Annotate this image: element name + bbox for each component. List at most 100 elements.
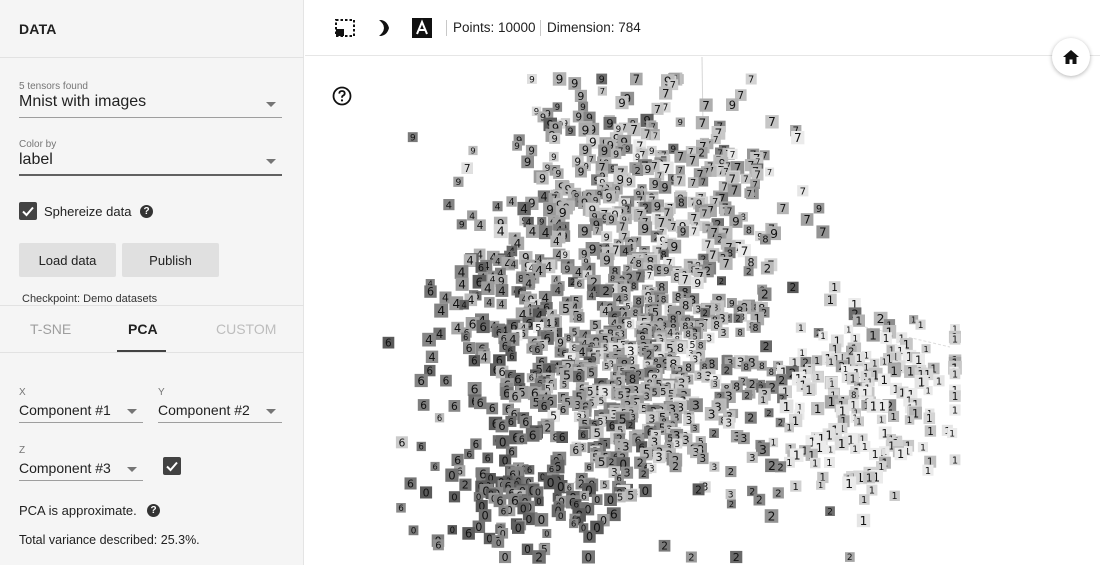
digit-thumbnail[interactable]: 1 — [869, 447, 882, 461]
digit-thumbnail[interactable]: 5 — [533, 322, 544, 334]
digit-thumbnail[interactable]: 2 — [772, 487, 784, 500]
tab-tsne[interactable]: T-SNE — [30, 321, 72, 337]
digit-thumbnail[interactable]: 9 — [667, 239, 682, 254]
digit-thumbnail[interactable]: 6 — [451, 453, 464, 467]
digit-thumbnail[interactable]: 6 — [499, 340, 511, 354]
digit-thumbnail[interactable]: 2 — [747, 485, 758, 498]
digit-thumbnail[interactable]: 4 — [487, 274, 498, 286]
digit-thumbnail[interactable]: 0 — [485, 473, 496, 485]
digit-thumbnail[interactable]: 7 — [723, 161, 733, 171]
digit-thumbnail[interactable]: 6 — [559, 348, 569, 358]
digit-thumbnail[interactable]: 3 — [670, 411, 682, 425]
digit-thumbnail[interactable]: 4 — [492, 201, 503, 213]
digit-thumbnail[interactable]: 0 — [554, 480, 568, 494]
digit-thumbnail[interactable]: 5 — [542, 383, 554, 395]
digit-thumbnail[interactable]: 2 — [575, 477, 588, 491]
digit-thumbnail[interactable]: 1 — [950, 324, 960, 335]
digit-thumbnail[interactable]: 2 — [775, 418, 786, 428]
digit-thumbnail[interactable]: 1 — [889, 490, 900, 503]
digit-thumbnail[interactable]: 0 — [591, 494, 603, 506]
digit-thumbnail[interactable]: 9 — [726, 98, 739, 112]
digit-thumbnail[interactable]: 3 — [694, 370, 705, 382]
digit-thumbnail[interactable]: 1 — [866, 484, 878, 497]
digit-thumbnail[interactable]: 0 — [473, 492, 484, 503]
digit-thumbnail[interactable]: 3 — [572, 399, 584, 413]
digit-thumbnail[interactable]: 6 — [505, 446, 518, 459]
digit-thumbnail[interactable]: 4 — [599, 305, 612, 318]
digit-thumbnail[interactable]: 6 — [614, 474, 624, 484]
digit-thumbnail[interactable]: 8 — [564, 333, 574, 343]
digit-thumbnail[interactable]: 7 — [727, 183, 742, 198]
digit-thumbnail[interactable]: 6 — [578, 490, 589, 503]
digit-thumbnail[interactable]: 6 — [524, 465, 535, 476]
digit-thumbnail[interactable]: 1 — [915, 319, 926, 331]
digit-thumbnail[interactable]: 6 — [578, 429, 589, 441]
y-component-select[interactable]: Component #2 — [158, 401, 282, 423]
digit-thumbnail[interactable]: 9 — [649, 177, 662, 191]
digit-thumbnail[interactable]: 7 — [698, 207, 710, 220]
digit-thumbnail[interactable]: 0 — [517, 502, 530, 515]
digit-thumbnail[interactable]: 1 — [850, 333, 861, 345]
z-enabled-checkbox[interactable] — [163, 457, 181, 475]
digit-thumbnail[interactable]: 7 — [753, 157, 763, 167]
digit-thumbnail[interactable]: 1 — [795, 322, 806, 335]
digit-thumbnail[interactable]: 6 — [516, 433, 528, 446]
digit-thumbnail[interactable]: 8 — [655, 281, 668, 295]
digit-thumbnail[interactable]: 0 — [638, 484, 652, 498]
digit-thumbnail[interactable]: 2 — [459, 478, 472, 492]
digit-thumbnail[interactable]: 7 — [727, 148, 738, 161]
digit-thumbnail[interactable]: 2 — [709, 428, 719, 439]
digit-thumbnail[interactable]: 9 — [613, 123, 624, 135]
night-mode-icon[interactable] — [375, 18, 393, 38]
digit-thumbnail[interactable]: 0 — [497, 528, 509, 540]
digit-thumbnail[interactable]: 7 — [673, 174, 686, 187]
digit-thumbnail[interactable]: 5 — [614, 491, 626, 504]
digit-thumbnail[interactable]: 4 — [495, 267, 506, 280]
digit-thumbnail[interactable]: 7 — [667, 220, 679, 233]
digit-thumbnail[interactable]: 1 — [880, 332, 892, 345]
digit-thumbnail[interactable]: 6 — [507, 351, 517, 363]
digit-thumbnail[interactable]: 6 — [526, 373, 536, 383]
digit-thumbnail[interactable]: 2 — [717, 276, 726, 286]
digit-thumbnail[interactable]: 8 — [609, 266, 621, 279]
digit-thumbnail[interactable]: 6 — [517, 328, 529, 340]
digit-thumbnail[interactable]: 3 — [725, 489, 736, 500]
digit-thumbnail[interactable]: 9 — [525, 144, 538, 157]
digit-thumbnail[interactable]: 1 — [863, 471, 876, 484]
digit-thumbnail[interactable]: 1 — [875, 400, 889, 414]
digit-thumbnail[interactable]: 7 — [816, 225, 830, 239]
digit-thumbnail[interactable]: 0 — [532, 486, 544, 498]
digit-thumbnail[interactable]: 3 — [577, 442, 587, 454]
digit-thumbnail[interactable]: 1 — [842, 476, 857, 491]
digit-thumbnail[interactable]: 1 — [813, 372, 823, 382]
digit-thumbnail[interactable]: 5 — [695, 436, 706, 447]
digit-thumbnail[interactable]: 1 — [802, 383, 816, 397]
digit-thumbnail[interactable]: 8 — [515, 273, 527, 286]
digit-thumbnail[interactable]: 3 — [704, 407, 719, 421]
digit-thumbnail[interactable]: 1 — [831, 353, 842, 365]
digit-thumbnail[interactable]: 0 — [408, 525, 419, 537]
digit-thumbnail[interactable]: 2 — [758, 307, 770, 319]
digit-thumbnail[interactable]: 1 — [949, 454, 961, 466]
digit-thumbnail[interactable]: 6 — [464, 448, 475, 461]
digit-thumbnail[interactable]: 4 — [538, 225, 553, 240]
digit-thumbnail[interactable]: 6 — [526, 343, 537, 355]
digit-thumbnail[interactable]: 1 — [921, 344, 931, 354]
digit-thumbnail[interactable]: 7 — [710, 134, 721, 146]
digit-thumbnail[interactable]: 5 — [653, 378, 665, 391]
digit-thumbnail[interactable]: 6 — [498, 333, 510, 345]
digit-thumbnail[interactable]: 4 — [422, 332, 436, 347]
digit-thumbnail[interactable]: 0 — [483, 532, 496, 546]
digit-thumbnail[interactable]: 9 — [693, 197, 705, 211]
digit-thumbnail[interactable]: 7 — [648, 122, 658, 132]
digit-thumbnail[interactable]: 8 — [672, 291, 684, 305]
digit-thumbnail[interactable]: 1 — [852, 314, 865, 328]
digit-thumbnail[interactable]: 6 — [508, 390, 522, 403]
digit-thumbnail[interactable]: 0 — [512, 521, 525, 535]
digit-thumbnail[interactable]: 7 — [651, 102, 664, 116]
digit-thumbnail[interactable]: 6 — [424, 285, 437, 299]
digit-thumbnail[interactable]: 0 — [521, 543, 534, 557]
digit-thumbnail[interactable]: 2 — [685, 551, 697, 564]
digit-thumbnail[interactable]: 8 — [658, 249, 669, 262]
digit-thumbnail[interactable]: 4 — [537, 190, 551, 204]
